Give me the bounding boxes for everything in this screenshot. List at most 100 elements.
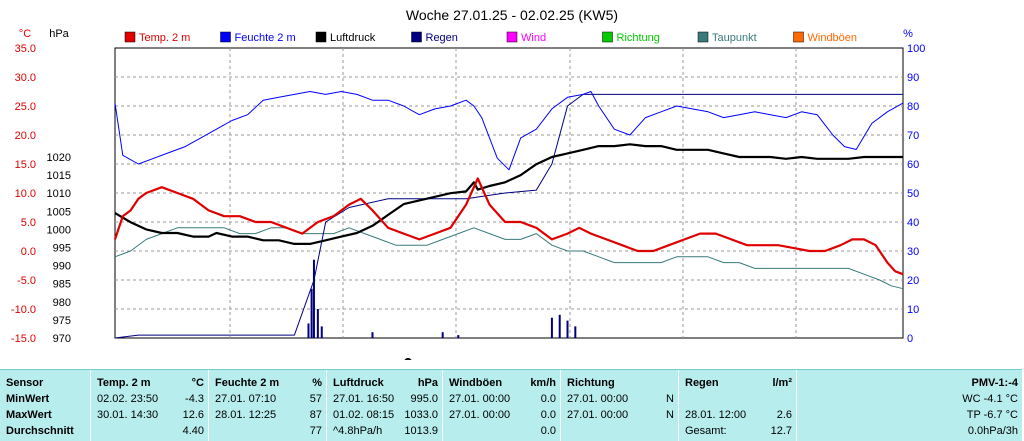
stats-header-label: PMV-1:-4 [971, 377, 1018, 389]
stats-header-label: Windböen [449, 377, 503, 389]
stats-cell-label: 28.01. 12:25 [215, 409, 277, 421]
stats-header: Temp. 2 m °C [91, 376, 208, 390]
stats-cell-value: 995.0 [410, 393, 438, 405]
press-tick-label: 980 [53, 297, 71, 309]
stats-row [679, 392, 796, 406]
rain-bar [371, 332, 374, 338]
stats-cell-label: 01.02. 08:15 [333, 409, 395, 421]
legend-label: Windböen [808, 32, 858, 44]
legend-swatch [602, 31, 613, 43]
legend-label: Regen [426, 32, 458, 44]
legend-swatch [220, 31, 231, 43]
legend-swatch [411, 31, 422, 43]
legend-label: Wind [521, 32, 546, 44]
temp-tick-label: -15.0 [11, 333, 36, 345]
stats-cell-value: -4.3 [185, 393, 204, 405]
stats-header-unit: l/m² [772, 377, 792, 389]
press-tick-label: 1005 [47, 206, 71, 218]
stats-cell-value: 1033.0 [404, 409, 438, 421]
chart-grid [114, 47, 904, 339]
stats-header: Feuchte 2 m% [209, 376, 326, 390]
legend-swatch [506, 31, 518, 43]
hum-tick-label: 60 [907, 159, 919, 171]
stats-header: Regen l/m² [679, 376, 796, 390]
hum-tick-label: 50 [907, 188, 919, 200]
rain-bar [316, 309, 319, 338]
hum-tick-label: 80 [907, 101, 919, 113]
stats-column: Luftdruck hPa 27.01. 16:50 995.0 01.02. 08:1… [326, 370, 442, 441]
stats-row: 28.01. 12:00 2.6 [679, 408, 796, 422]
stats-row: 28.01. 12:25 87 [209, 408, 326, 422]
press-tick-label: 985 [53, 279, 71, 291]
stats-cell-label: MaxWert [6, 409, 52, 421]
stats-row: 02.02. 23:50 -4.3 [91, 392, 208, 406]
legend-swatch [124, 31, 136, 43]
stats-header-label: Feuchte 2 m [215, 377, 280, 389]
stats-row: 0.0hPa/3h [797, 424, 1022, 438]
stats-cell-label: 27.01. 00:00 [449, 409, 511, 421]
stats-cell-value: N [666, 409, 674, 421]
stats-row: 27.01. 07:10 57 [209, 392, 326, 406]
hum-tick-label: 10 [907, 304, 919, 316]
press-axis-unit: hPa [49, 28, 69, 40]
press-tick-label: 995 [53, 243, 71, 255]
humidity-line [114, 91, 904, 171]
stats-row: 30.01. 14:30 12.6 [91, 408, 208, 422]
temp-tick-label: 15.0 [15, 159, 36, 171]
temp-tick-label: 25.0 [15, 101, 36, 113]
stats-row: MaxWert [0, 408, 90, 422]
rain-bar [320, 326, 323, 338]
stats-column: Richtung 27.01. 00:00 N 27.01. 00:00 N [560, 370, 678, 441]
stats-row: 27.01. 00:00 0.0 [443, 392, 560, 406]
legend-label: Feuchte 2 m [235, 32, 296, 44]
stats-cell-value: 2.6 [776, 409, 792, 421]
stats-cell-label: Durchschnitt [6, 425, 74, 437]
stats-cell-value: WC -4.1 °C [962, 393, 1018, 405]
temp-tick-label: 5.0 [21, 217, 36, 229]
stats-row [561, 424, 678, 438]
stats-header: PMV-1:-4 [797, 376, 1022, 390]
stats-cell-label: 27.01. 00:00 [567, 409, 629, 421]
hum-tick-label: 40 [907, 217, 919, 229]
temp-tick-label: 10.0 [15, 188, 36, 200]
stats-cell-label: 27.01. 00:00 [567, 393, 629, 405]
hum-tick-label: 100 [907, 43, 925, 55]
press-tick-label: 1000 [47, 224, 71, 236]
stats-cell-label: 30.01. 14:30 [97, 409, 159, 421]
stats-cell-label: Gesamt: [685, 425, 727, 437]
dewpoint-line [114, 227, 904, 290]
stats-cell-value: 4.40 [182, 425, 204, 437]
temp-tick-label: 35.0 [15, 43, 36, 55]
rain-bar [550, 317, 553, 338]
stats-row: WC -4.1 °C [797, 392, 1022, 406]
rain-bar [457, 335, 460, 338]
rain-bar [441, 332, 444, 338]
stats-cell-label: 28.01. 12:00 [685, 409, 747, 421]
rain-bar [312, 259, 315, 338]
stats-row: ^4.8hPa/h 1013.9 [327, 424, 442, 438]
stats-header-unit: % [312, 377, 322, 389]
stats-cell-label: 27.01. 16:50 [333, 393, 395, 405]
stats-cell-label: MinWert [6, 393, 50, 405]
plot-area [113, 91, 904, 339]
stats-row: 0.0 [443, 424, 560, 438]
stats-column: Regen l/m² 28.01. 12:00 2.6 Gesamt: 12.7 [678, 370, 796, 441]
stats-cell-value: 0.0 [540, 393, 556, 405]
hum-tick-label: 90 [907, 72, 919, 84]
stats-column: PMV-1:-4 WC -4.1 °C TP -6.7 °C 0.0hPa/3h [796, 370, 1022, 441]
stats-row: 27.01. 00:00 N [561, 408, 678, 422]
stats-column: Sensor MinWert MaxWert Durchschnitt [0, 370, 90, 441]
stats-row: 4.40 [91, 424, 208, 438]
legend-label: Temp. 2 m [139, 32, 190, 44]
stats-cell-value: 1013.9 [404, 425, 438, 437]
hum-tick-label: 20 [907, 275, 919, 287]
stats-cell-value: N [666, 393, 674, 405]
weather-chart: Woche 27.01.25 - 02.02.25 (KW5) °C hPa %… [11, 7, 925, 360]
legend-swatch [697, 31, 709, 43]
press-tick-label: 970 [53, 333, 71, 345]
stats-header: Luftdruck hPa [327, 376, 442, 390]
stats-cell-value: 0.0hPa/3h [967, 425, 1018, 437]
stats-header-unit: °C [191, 377, 204, 389]
stats-cell-value: 87 [309, 409, 322, 421]
stats-header: Richtung [561, 376, 678, 390]
